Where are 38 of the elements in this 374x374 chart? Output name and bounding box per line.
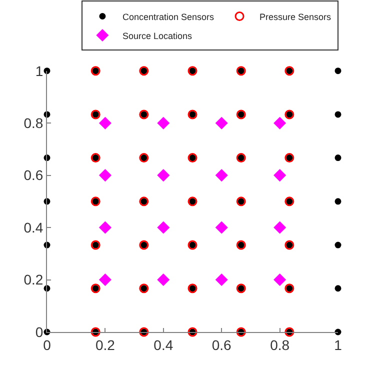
point (334, 285, 342, 292)
y-tick-label: 0 (35, 324, 44, 340)
point (99, 222, 112, 234)
legend-label: Source Locations (122, 30, 193, 41)
point (216, 274, 228, 286)
point (157, 169, 170, 182)
legend-label: Pressure Sensors (260, 12, 332, 22)
point (274, 169, 286, 182)
x-tick-label: 0.8 (270, 336, 290, 353)
point (216, 117, 228, 130)
y-tick-label: 1 (35, 62, 44, 79)
point (157, 222, 170, 234)
x-tick-label: 0.2 (95, 336, 116, 353)
point (274, 274, 286, 286)
x-tick-label: 0.4 (154, 336, 174, 353)
point (157, 274, 170, 286)
point (216, 222, 228, 234)
y-tick-label: 0.6 (24, 167, 44, 184)
point (334, 198, 342, 205)
point (44, 68, 50, 74)
y-tick-label: 0.2 (24, 272, 44, 288)
point (334, 328, 342, 336)
point (274, 117, 286, 130)
point (334, 154, 342, 162)
legend-label: Concentration Sensors (122, 12, 215, 22)
point (99, 117, 112, 130)
point (99, 169, 112, 182)
x-tick-label: 1 (334, 336, 342, 353)
point (334, 111, 342, 118)
point (99, 274, 112, 286)
point (334, 242, 342, 248)
point (274, 222, 286, 234)
y-tick-label: 0.4 (24, 219, 44, 236)
point (216, 169, 228, 182)
y-tick-label: 0.8 (24, 114, 44, 131)
point (334, 68, 342, 74)
point (157, 117, 170, 130)
x-tick-label: 0.6 (212, 336, 232, 353)
